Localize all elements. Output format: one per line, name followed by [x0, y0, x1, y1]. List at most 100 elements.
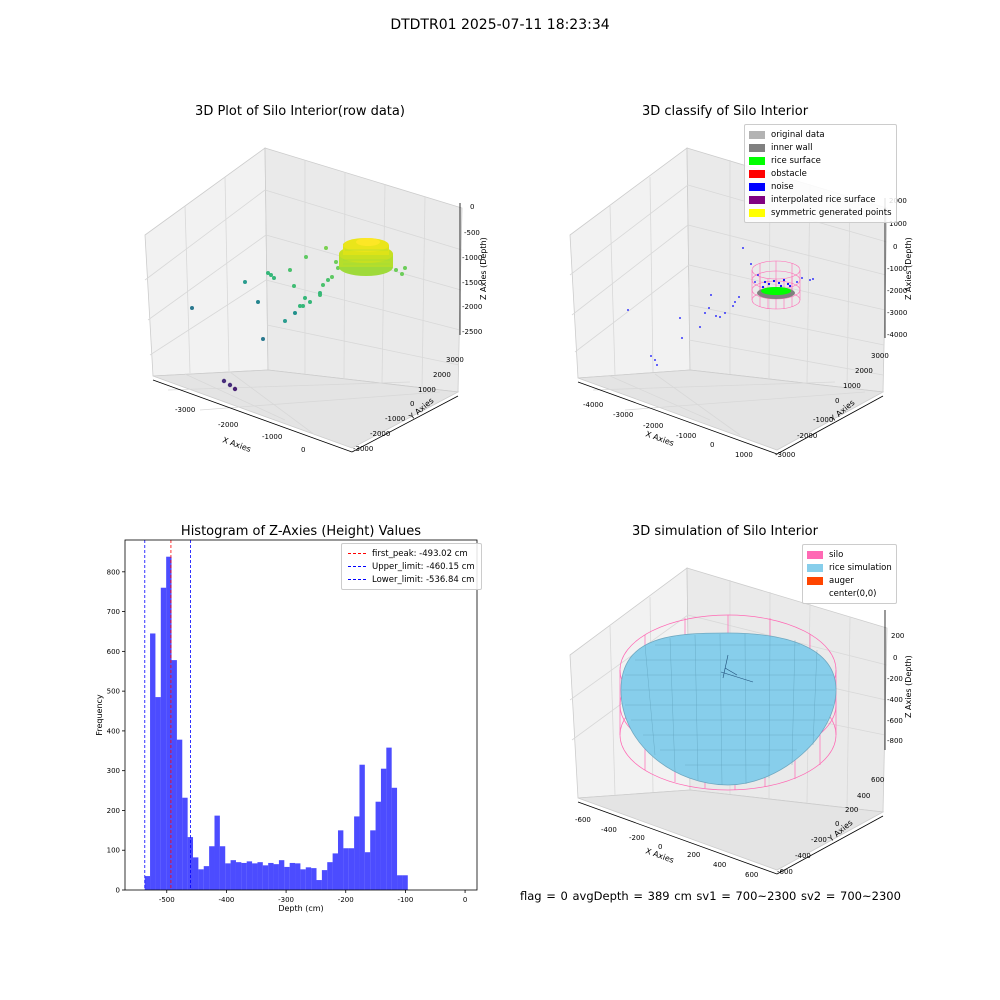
histogram-bar: [305, 867, 312, 890]
histogram-reference-lines: [144, 540, 191, 890]
histogram-x-tick-label: -400: [218, 896, 234, 904]
classify-x-tick: -4000: [583, 401, 603, 409]
histogram-bar: [262, 865, 269, 890]
histogram-bar: [150, 633, 156, 890]
simulation-legend: silo rice simulation auger center(0,0): [802, 544, 897, 604]
histogram-y-tick-label: 300: [107, 767, 120, 775]
simulation-y-tick: -200: [811, 836, 827, 844]
simulation-x-axis: [577, 801, 778, 875]
histogram-x-label: Depth (cm): [278, 904, 323, 913]
histogram-x-tick-label: -200: [338, 896, 354, 904]
classify-x-tick: 1000: [735, 451, 753, 459]
histogram-bar: [268, 862, 274, 890]
histogram-x-tick-label: 0: [463, 896, 467, 904]
histogram-bar: [171, 660, 177, 890]
classify-grid: [569, 160, 888, 436]
classify-y-tick: 2000: [855, 367, 873, 375]
classify-z-tick: 0: [893, 243, 897, 251]
raw-y-axis: [351, 395, 459, 453]
classify-noise-points: [627, 247, 814, 366]
classify-3d-plot: -4000 -3000 -2000 -1000 0 1000 X Axies 3…: [569, 147, 913, 459]
classify-z-tick: -4000: [887, 331, 907, 339]
legend-entry-rice-surface: rice surface: [749, 154, 892, 167]
classify-y-tick: -3000: [775, 451, 795, 459]
raw-y-tick: 0: [410, 400, 414, 408]
raw-left-pane: [144, 147, 269, 377]
simulation-z-tick: 200: [891, 632, 904, 640]
simulation-y-tick: -600: [777, 868, 793, 876]
raw-scatter-points: [190, 243, 407, 392]
raw-y-tick: 1000: [418, 386, 436, 394]
raw-plot-title: 3D Plot of Silo Interior(row data): [195, 104, 405, 119]
histogram-bar: [187, 837, 194, 890]
classify-z-tick: -1000: [887, 265, 907, 273]
legend-entry-lower-limit: Lower_limit: -536.84 cm: [348, 573, 475, 586]
classify-z-tick: 1000: [889, 220, 907, 228]
raw-x-tick: -3000: [175, 406, 195, 414]
classify-y-tick: 3000: [871, 352, 889, 360]
classify-x-tick: -2000: [643, 422, 663, 430]
histogram-bar: [359, 764, 365, 890]
histogram-bar: [402, 875, 408, 890]
raw-x-tick: -1000: [262, 433, 282, 441]
raw-z-tick: -2000: [462, 303, 482, 311]
raw-y-tick: -1000: [385, 415, 405, 423]
histogram-bar: [386, 747, 392, 890]
simulation-z-tick: -400: [887, 696, 903, 704]
histogram-bar: [160, 587, 167, 890]
legend-entry-rice-simulation: rice simulation: [807, 561, 892, 574]
histogram-x-ticks: -500 -400 -300 -200 -100 0: [159, 890, 467, 904]
simulation-x-tick: 600: [745, 871, 758, 879]
legend-entry-silo: silo: [807, 548, 892, 561]
histogram-y-tick-label: 400: [107, 727, 120, 735]
histogram-bar: [230, 860, 236, 890]
legend-entry-interpolated-rice-surface: interpolated rice surface: [749, 193, 892, 206]
histogram-y-label: Frequency: [95, 694, 104, 736]
histogram-bar: [321, 870, 328, 890]
raw-z-tick: -1000: [462, 254, 482, 262]
simulation-center-marker: [720, 654, 754, 683]
legend-entry-original-data: original data: [749, 128, 892, 141]
figure-title: DTDTR01 2025-07-11 18:23:34: [390, 17, 610, 33]
classify-y-tick: 0: [835, 397, 839, 405]
simulation-y-ticks: 600 400 200 0 -200 -400 -600: [777, 776, 884, 876]
simulation-z-tick: -800: [887, 737, 903, 745]
classify-y-tick: -1000: [813, 416, 833, 424]
simulation-y-tick: 200: [845, 806, 858, 814]
simulation-y-tick: 600: [871, 776, 884, 784]
classify-floor-pane: [577, 369, 885, 451]
simulation-rice-mesh: [622, 633, 835, 786]
histogram-bar: [370, 830, 376, 890]
histogram-bar: [198, 869, 204, 890]
raw-z-label: Z Axies (Depth): [479, 237, 488, 300]
raw-x-axis: [152, 379, 353, 453]
raw-z-ticks: 0 -500 -1000 -1500 -2000 -2500: [462, 203, 482, 336]
histogram-bar: [235, 862, 242, 890]
raw-z-tick: 0: [470, 203, 474, 211]
classify-legend: original data inner wall rice surface ob…: [744, 124, 897, 223]
histogram-bar: [380, 768, 387, 890]
simulation-z-tick: -600: [887, 717, 903, 725]
histogram-x-tick-label: -100: [397, 896, 413, 904]
histogram-bar: [273, 864, 279, 890]
histogram-bar: [375, 801, 381, 890]
classify-z-label: Z Axies (Depth): [904, 237, 913, 300]
simulation-x-tick: 200: [687, 851, 700, 859]
simulation-z-ticks: 200 0 -200 -400 -600 -800: [887, 632, 904, 745]
histogram-bar: [284, 866, 290, 890]
simulation-plot-title: 3D simulation of Silo Interior: [632, 524, 818, 539]
simulation-x-tick: -600: [575, 816, 591, 824]
simulation-z-tick: -200: [887, 675, 903, 683]
histogram-bar: [300, 869, 306, 890]
simulation-x-tick: 0: [658, 843, 662, 851]
simulation-floor-pane: [577, 789, 885, 871]
classify-x-ticks: -4000 -3000 -2000 -1000 0 1000: [583, 401, 753, 459]
histogram-frame: [124, 539, 478, 891]
histogram-bar: [246, 861, 253, 890]
raw-y-tick: 3000: [446, 356, 464, 364]
histogram-y-tick-label: 700: [107, 608, 120, 616]
histogram-bar: [182, 797, 188, 890]
raw-z-tick: -500: [464, 229, 480, 237]
legend-entry-symmetric-generated-points: symmetric generated points: [749, 206, 892, 219]
histogram-bar: [332, 853, 338, 890]
